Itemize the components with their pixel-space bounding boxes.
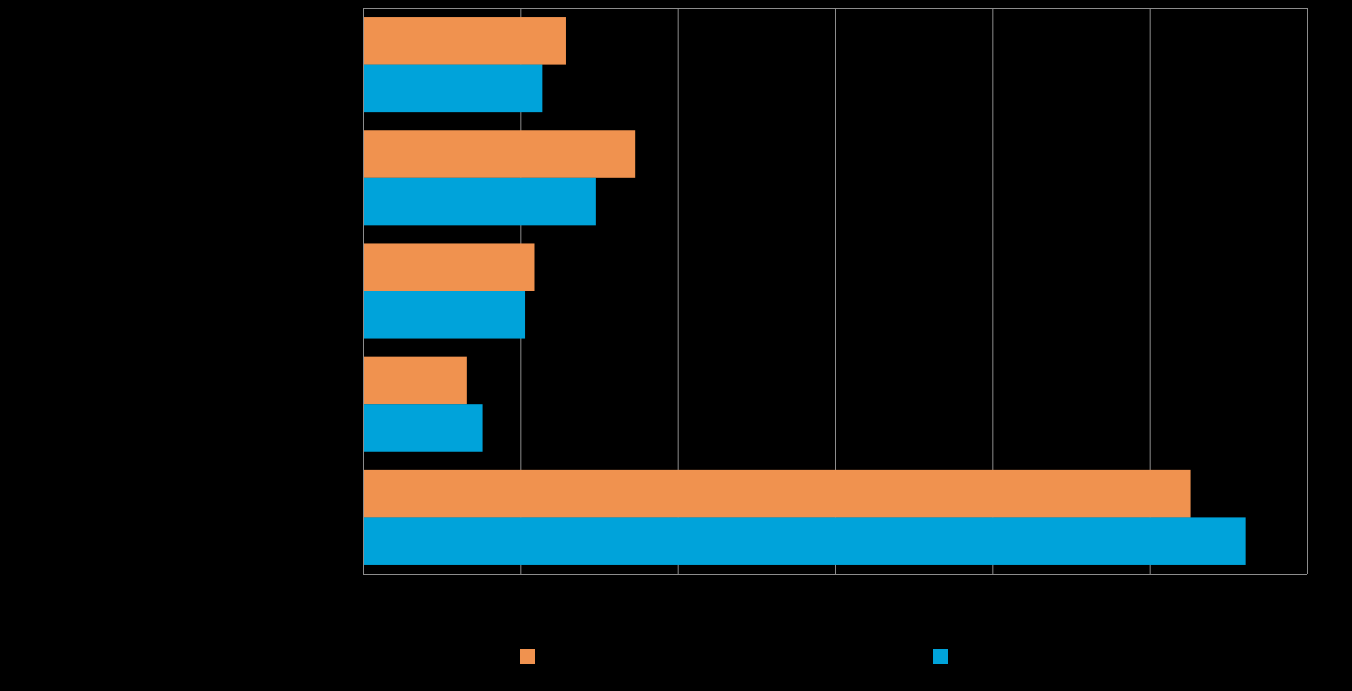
bar-cat0-series0 — [363, 17, 566, 65]
bar-cat3-series0 — [363, 356, 467, 405]
bar-cat2-series1 — [363, 291, 526, 339]
legend-marker-series0 — [520, 649, 535, 664]
bar-cat4-series0 — [363, 469, 1191, 518]
bar-cat1-series0 — [363, 130, 636, 178]
bars-layer — [363, 17, 1246, 565]
axis-layer — [363, 8, 1307, 575]
legend-marker-series1 — [933, 649, 948, 664]
grid-layer — [363, 8, 1308, 574]
bar-cat0-series1 — [363, 64, 543, 113]
bar-cat2-series0 — [363, 243, 535, 291]
bar-cat1-series1 — [363, 177, 596, 226]
bar-cat3-series1 — [363, 404, 483, 452]
legend — [520, 649, 948, 664]
bar-cat4-series1 — [363, 517, 1246, 565]
